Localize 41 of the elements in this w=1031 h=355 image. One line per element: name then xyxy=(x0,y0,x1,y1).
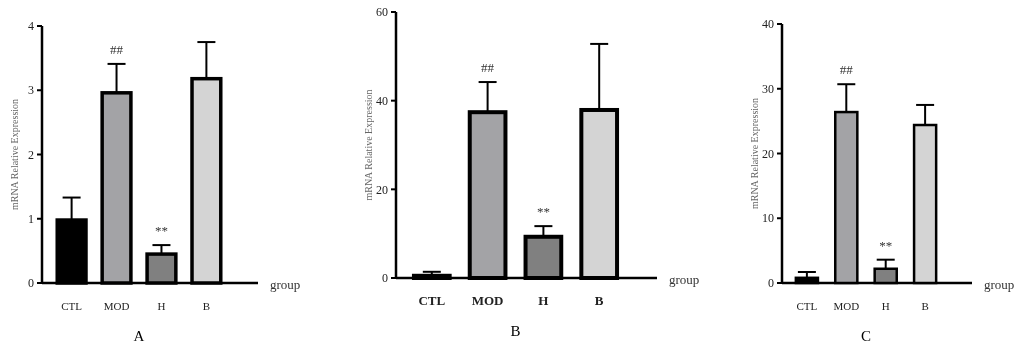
x-tick-label: MOD xyxy=(471,293,504,308)
y-tick-label: 4 xyxy=(28,19,34,34)
x-axis-title: group xyxy=(270,277,301,292)
x-axis-title: group xyxy=(984,277,1015,292)
y-tick-label: 0 xyxy=(768,276,774,291)
annotation: ** xyxy=(154,223,168,239)
y-tick-label: 2 xyxy=(28,147,34,162)
y-tick-label: 10 xyxy=(762,211,774,226)
y-axis-title: mRNA Relative Expression xyxy=(363,89,374,201)
annotation: ** xyxy=(536,204,550,220)
x-tick-label: MOD xyxy=(103,300,130,312)
x-tick-label: H xyxy=(538,293,549,308)
x-tick-label: H xyxy=(157,300,166,312)
annotation: ## xyxy=(110,41,124,57)
x-tick-label: H xyxy=(881,300,890,312)
annotation: ## xyxy=(839,62,854,78)
y-tick-label: 30 xyxy=(762,81,774,96)
y-axis-title: mRNA Relative Expression xyxy=(749,97,760,210)
y-tick-label: 40 xyxy=(762,17,774,32)
text: B xyxy=(510,323,521,339)
y-tick-label: 3 xyxy=(28,83,34,98)
y-tick-label: 60 xyxy=(376,5,388,20)
y-tick-label: 20 xyxy=(376,182,388,197)
y-tick-label: 40 xyxy=(376,93,388,108)
text: A xyxy=(133,328,145,344)
y-tick-label: 1 xyxy=(28,211,34,226)
annotation: ## xyxy=(481,60,495,76)
y-tick-label: 20 xyxy=(762,146,774,161)
annotation: ** xyxy=(879,237,893,253)
x-tick-label: CTL xyxy=(418,293,446,308)
x-axis-title: group xyxy=(669,272,700,287)
y-axis-title: mRNA Relative Expression xyxy=(9,98,20,211)
x-tick-label: MOD xyxy=(833,300,860,312)
x-tick-label: CTL xyxy=(796,300,818,312)
x-tick-label: CTL xyxy=(61,300,83,312)
text: C xyxy=(860,328,872,344)
x-tick-label: B xyxy=(594,293,604,308)
x-tick-label: B xyxy=(202,300,211,312)
x-tick-label: B xyxy=(921,300,929,312)
y-tick-label: 0 xyxy=(28,276,34,291)
y-tick-label: 0 xyxy=(382,271,388,286)
